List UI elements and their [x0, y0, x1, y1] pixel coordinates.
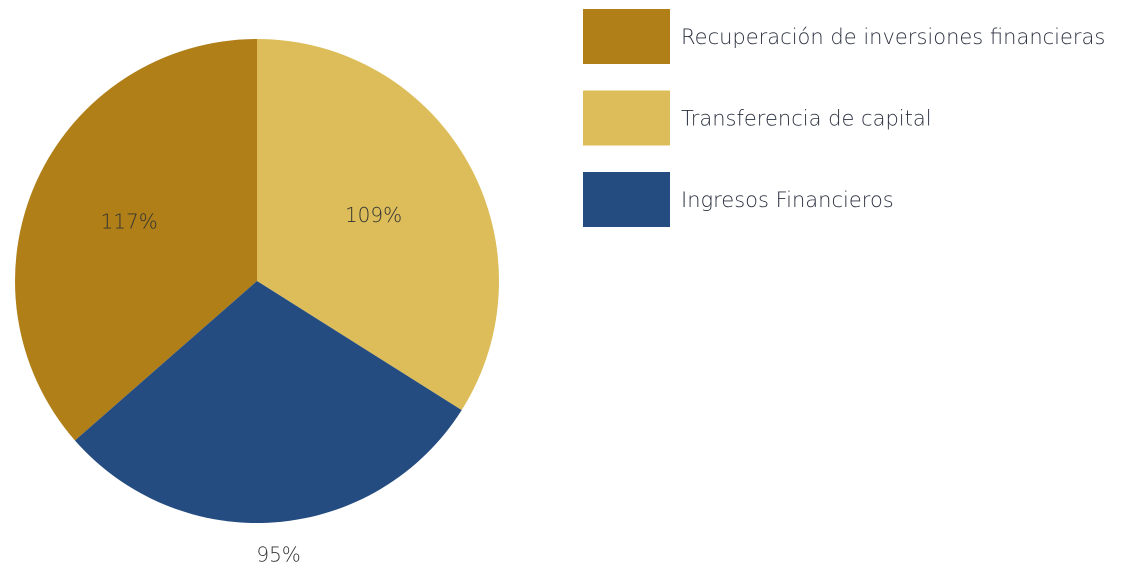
slice-label: 95% [256, 543, 300, 567]
legend-label: Ingresos Financieros [681, 188, 894, 212]
pie-slice [15, 39, 258, 441]
legend-label: Recuperación de inversiones financieras [681, 25, 1105, 49]
pie-slice [257, 39, 499, 411]
legend-label: Transferencia de capital [681, 107, 932, 131]
legend-swatch [583, 90, 670, 146]
legend-swatch [583, 9, 670, 64]
slice-label: 117% [101, 210, 158, 234]
slice-label: 109% [345, 203, 402, 227]
legend-swatch [583, 172, 670, 227]
pie-slice [74, 281, 462, 523]
